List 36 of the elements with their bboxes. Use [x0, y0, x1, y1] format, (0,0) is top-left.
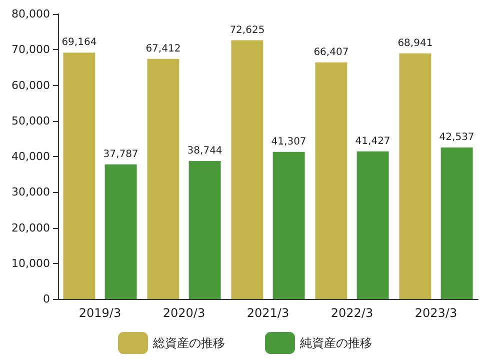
- x-tick-label: 2020/3: [162, 306, 206, 320]
- bar: [231, 40, 264, 299]
- data-label: 72,625: [230, 24, 265, 36]
- data-label: 41,307: [271, 136, 306, 148]
- x-tick-label: 2023/3: [414, 306, 458, 320]
- legend-label: 純資産の推移: [300, 336, 372, 350]
- data-label: 67,412: [146, 43, 181, 54]
- y-tick-label: 40,000: [12, 150, 50, 163]
- y-tick-label: 0: [43, 292, 50, 306]
- y-tick-label: 30,000: [12, 186, 50, 199]
- data-label: 38,744: [187, 145, 222, 156]
- data-label: 68,941: [398, 38, 433, 49]
- y-tick-label: 20,000: [12, 221, 50, 234]
- bar: [399, 53, 432, 299]
- data-label: 42,537: [439, 132, 474, 143]
- x-tick-label: 2021/3: [246, 306, 290, 320]
- x-tick-label: 2019/3: [78, 306, 122, 320]
- legend-label: 総資産の推移: [152, 336, 225, 350]
- bar: [104, 164, 137, 299]
- bar: [315, 62, 348, 299]
- data-label: 41,427: [355, 136, 390, 147]
- data-label: 69,164: [62, 37, 97, 48]
- y-tick-label: 70,000: [12, 43, 50, 56]
- y-tick-label: 50,000: [12, 114, 50, 128]
- bar: [63, 52, 96, 299]
- bar: [440, 147, 473, 299]
- y-tick-label: 10,000: [12, 256, 50, 270]
- bar: [188, 160, 221, 299]
- bar: [147, 58, 180, 299]
- x-tick-label: 2022/3: [330, 306, 374, 320]
- data-label: 66,407: [314, 46, 349, 58]
- y-tick-label: 80,000: [12, 8, 50, 20]
- bar: [356, 151, 389, 299]
- data-label: 37,787: [103, 148, 138, 160]
- bar: [272, 152, 305, 299]
- y-tick-label: 60,000: [12, 78, 50, 92]
